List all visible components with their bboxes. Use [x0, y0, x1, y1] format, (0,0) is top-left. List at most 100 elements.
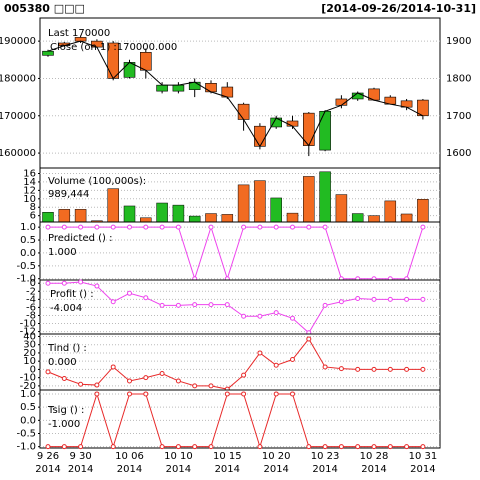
volume-bar: [286, 212, 299, 223]
y2-tick-label: 1900: [446, 36, 471, 47]
point: [306, 444, 312, 450]
y-tick-label: 180000: [0, 73, 36, 84]
volume-bar: [107, 188, 119, 223]
point: [371, 366, 377, 372]
point: [241, 391, 247, 397]
point: [257, 313, 263, 319]
point: [45, 224, 51, 230]
volume-bar: [58, 209, 71, 223]
y2-tick-label: 1700: [446, 111, 471, 122]
series-line: [48, 392, 423, 449]
y-tick-label: 0: [30, 364, 36, 375]
point: [94, 224, 100, 230]
x-tick-label: 10 23: [311, 451, 340, 462]
y-tick-label: -10: [20, 319, 36, 330]
point: [143, 224, 149, 230]
point: [273, 310, 279, 316]
volume-bar: [335, 194, 348, 223]
volume-bar: [123, 205, 136, 223]
legend-last: Last 170000: [48, 28, 110, 39]
panel-last: 1.000: [48, 247, 77, 258]
point: [175, 224, 181, 230]
x-tick-label: 10 10: [164, 451, 193, 462]
point: [159, 302, 165, 308]
point: [94, 283, 100, 289]
y-tick-label: 1.0: [20, 222, 36, 233]
y-tick-label: 170000: [0, 111, 36, 122]
point: [61, 444, 67, 450]
point: [371, 444, 377, 450]
point: [159, 444, 165, 450]
y-tick-label: -2: [26, 286, 36, 297]
point: [224, 391, 230, 397]
y-tick-label: 10: [23, 356, 36, 367]
point: [110, 444, 116, 450]
candle-body: [205, 82, 217, 93]
point: [306, 224, 312, 230]
point: [78, 381, 84, 387]
x-tick-sublabel: 2014: [35, 464, 60, 475]
point: [420, 444, 426, 450]
point: [45, 369, 51, 375]
x-tick-label: 10 15: [213, 451, 242, 462]
y-tick-label: 30: [23, 340, 36, 351]
x-tick-sublabel: 2014: [215, 464, 240, 475]
point: [127, 224, 132, 230]
point: [143, 375, 149, 381]
point: [143, 391, 149, 397]
point: [420, 366, 426, 372]
panel-frame: [39, 221, 441, 281]
point: [338, 366, 344, 372]
point: [208, 302, 214, 308]
point: [110, 224, 116, 230]
series-line: [48, 225, 424, 281]
point: [241, 224, 247, 230]
point: [404, 444, 410, 450]
point: [192, 302, 198, 308]
panel-label: Predicted () :: [48, 233, 112, 244]
point: [61, 375, 67, 381]
panel-label: Tsig () :: [47, 405, 84, 416]
point: [159, 224, 165, 230]
point: [127, 391, 132, 397]
x-tick-sublabel: 2014: [166, 464, 191, 475]
point: [257, 224, 263, 230]
point: [78, 279, 84, 285]
panel-last: 989,444: [48, 189, 89, 200]
y-tick-label: -0.5: [16, 429, 36, 440]
panel-frame: [39, 17, 441, 169]
point: [45, 280, 51, 286]
point: [290, 315, 295, 321]
volume-bar: [351, 213, 364, 223]
y-tick-label: 0.0: [20, 248, 36, 259]
x-tick-label: 10 06: [115, 451, 144, 462]
point: [404, 296, 410, 302]
point: [371, 296, 377, 302]
y2-tick-label: 1600: [446, 148, 471, 159]
point: [322, 364, 328, 370]
volume-bar: [417, 199, 429, 223]
volume-bar: [205, 213, 217, 223]
point: [241, 372, 247, 378]
point: [78, 444, 84, 450]
point: [338, 444, 344, 450]
y-tick-label: 0.5: [20, 402, 36, 413]
x-tick-sublabel: 2014: [117, 464, 142, 475]
panel-last: 0.000: [48, 357, 77, 368]
panel-label: Profit () :: [50, 289, 94, 300]
y-tick-label: 0: [30, 278, 36, 289]
point: [143, 295, 149, 301]
point: [208, 383, 214, 389]
x-tick-label: 9 30: [69, 451, 91, 462]
point: [241, 313, 247, 319]
volume-bar: [140, 217, 152, 223]
point: [61, 224, 67, 230]
volume-bar: [221, 214, 234, 223]
volume-bar: [319, 171, 331, 223]
point: [290, 391, 295, 397]
point: [175, 302, 181, 308]
candle-body: [286, 120, 299, 127]
panel-label: Tind () :: [47, 343, 87, 354]
series-line: [47, 338, 423, 390]
